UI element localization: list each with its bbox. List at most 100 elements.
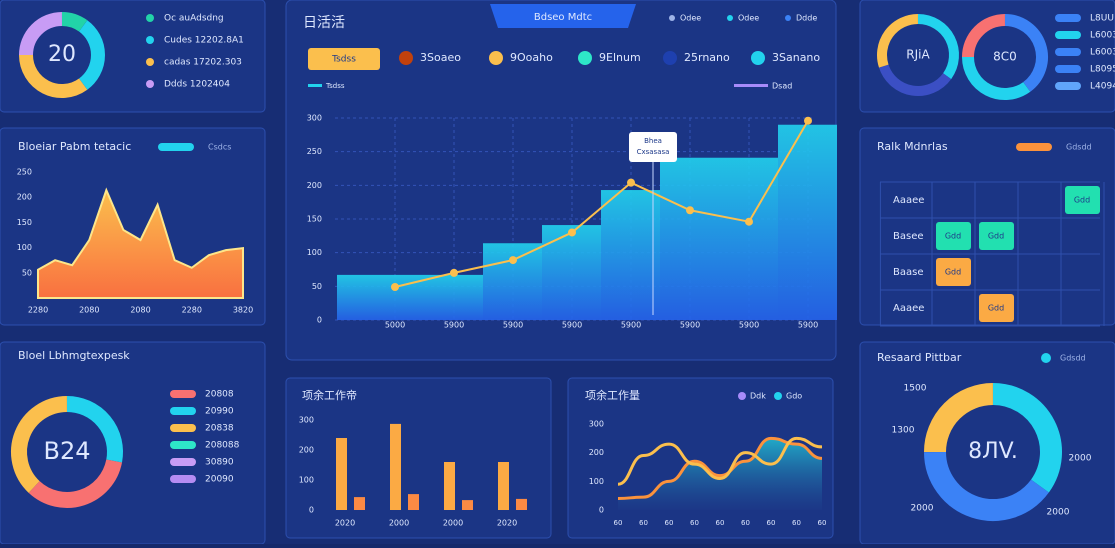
legend-label: 30890 xyxy=(205,458,234,468)
bar xyxy=(390,423,401,510)
legend-swatch xyxy=(170,441,196,449)
x-tick-label: 2080 xyxy=(130,306,150,315)
panel-title: 日活活 xyxy=(303,15,345,31)
panel-title: Ralk Mdnrlas xyxy=(877,140,948,153)
donut-segment xyxy=(962,56,1031,100)
donut-segment xyxy=(924,451,1049,521)
legend-dot xyxy=(751,51,765,65)
cell-label: Gdd xyxy=(988,232,1004,241)
legend-dot xyxy=(774,392,782,400)
legend-label: L6003 xyxy=(1090,48,1115,58)
y-tick-label: 100 xyxy=(307,248,322,257)
tooltip-bg xyxy=(629,132,677,162)
row-label: Baase xyxy=(893,267,923,278)
legend-label: 20090 xyxy=(205,475,234,485)
outer-label: 1500 xyxy=(904,384,927,394)
legend-swatch xyxy=(1055,82,1081,90)
legend-swatch xyxy=(170,424,196,432)
legend-swatch xyxy=(308,84,322,87)
row-label: Basee xyxy=(893,231,924,242)
tooltip-text: Cxsasasa xyxy=(637,148,670,156)
bar xyxy=(354,497,365,510)
legend-swatch xyxy=(1055,48,1081,56)
y-tick-label: 0 xyxy=(309,506,314,515)
x-tick-label: 3820 xyxy=(233,306,253,315)
y-tick-label: 100 xyxy=(299,476,314,485)
legend-dot xyxy=(146,36,154,44)
cell-label: Gdd xyxy=(1074,196,1090,205)
legend-label: 20808 xyxy=(205,390,234,400)
bar xyxy=(498,462,509,510)
outer-label: 2000 xyxy=(1069,454,1092,464)
x-tick-label: 5900 xyxy=(444,321,464,330)
donut-segment xyxy=(877,14,919,68)
legend-label: 9Elnum xyxy=(599,51,641,64)
outer-label: 2000 xyxy=(911,504,934,514)
center-label: B24 xyxy=(43,437,90,465)
step-area xyxy=(778,124,837,320)
x-tick-label: 2280 xyxy=(182,306,202,315)
legend-label: Odee xyxy=(680,14,701,23)
cell xyxy=(979,222,1014,250)
step-area xyxy=(719,157,778,320)
point xyxy=(627,178,635,187)
legend-label: Cudes 12202.8A1 xyxy=(164,36,244,46)
donut-segment xyxy=(917,14,959,80)
y-tick-label: 250 xyxy=(17,168,32,177)
legend-swatch xyxy=(158,143,194,151)
legend-swatch xyxy=(734,84,768,87)
legend-swatch xyxy=(1016,143,1052,151)
legend-dot xyxy=(663,51,677,65)
y-tick-label: 250 xyxy=(307,147,322,156)
button-bg[interactable] xyxy=(308,48,380,70)
button-label: Tsdss xyxy=(331,55,356,65)
point xyxy=(391,283,399,292)
panel-title: 项余工作量 xyxy=(585,388,640,402)
donut-segment xyxy=(19,12,63,56)
bar xyxy=(336,438,347,510)
legend-dot xyxy=(578,51,592,65)
cell xyxy=(1065,186,1100,214)
y-tick-label: 100 xyxy=(589,477,604,486)
x-tick-label: 2020 xyxy=(497,519,517,528)
y-tick-label: 200 xyxy=(299,446,314,455)
legend-label: 3Sanano xyxy=(772,51,820,64)
y-tick-label: 150 xyxy=(17,218,32,227)
x-tick-label: 60 xyxy=(767,519,776,527)
y-tick-label: 300 xyxy=(299,416,314,425)
point xyxy=(568,228,576,237)
point xyxy=(804,116,812,125)
y-tick-label: 0 xyxy=(599,506,604,515)
legend-dot xyxy=(146,58,154,66)
legend-label: Gdsdd xyxy=(1066,143,1092,152)
center-label: RJiA xyxy=(906,48,930,62)
x-tick-label: 2000 xyxy=(389,519,409,528)
step-area xyxy=(337,274,424,320)
point xyxy=(745,217,753,226)
y-tick-label: 100 xyxy=(17,243,32,252)
cell xyxy=(936,222,971,250)
x-tick-label: 60 xyxy=(639,519,648,527)
step-area xyxy=(601,190,660,320)
legend-swatch xyxy=(170,390,196,398)
legend-label: 3Soaeo xyxy=(420,51,461,64)
panel-title: 项余工作帝 xyxy=(302,388,357,402)
legend-dot xyxy=(489,51,503,65)
cell-label: Gdd xyxy=(945,232,961,241)
donut-segment xyxy=(1004,14,1048,92)
legend-label: Tsdss xyxy=(325,82,345,90)
legend-label: 9Ooaho xyxy=(510,51,553,64)
legend-label: Odee xyxy=(738,14,759,23)
step-area xyxy=(483,243,542,320)
y-tick-label: 200 xyxy=(589,448,604,457)
legend-label: L8UU xyxy=(1090,14,1114,24)
step-area xyxy=(542,225,601,320)
point xyxy=(450,268,458,277)
legend-label: Oc auAdsdng xyxy=(164,14,224,24)
outer-label: 2000 xyxy=(1047,508,1070,518)
legend-dot xyxy=(399,51,413,65)
donut-segment xyxy=(19,54,88,98)
legend-label: Ddk xyxy=(750,392,766,401)
x-tick-label: 2280 xyxy=(28,306,48,315)
